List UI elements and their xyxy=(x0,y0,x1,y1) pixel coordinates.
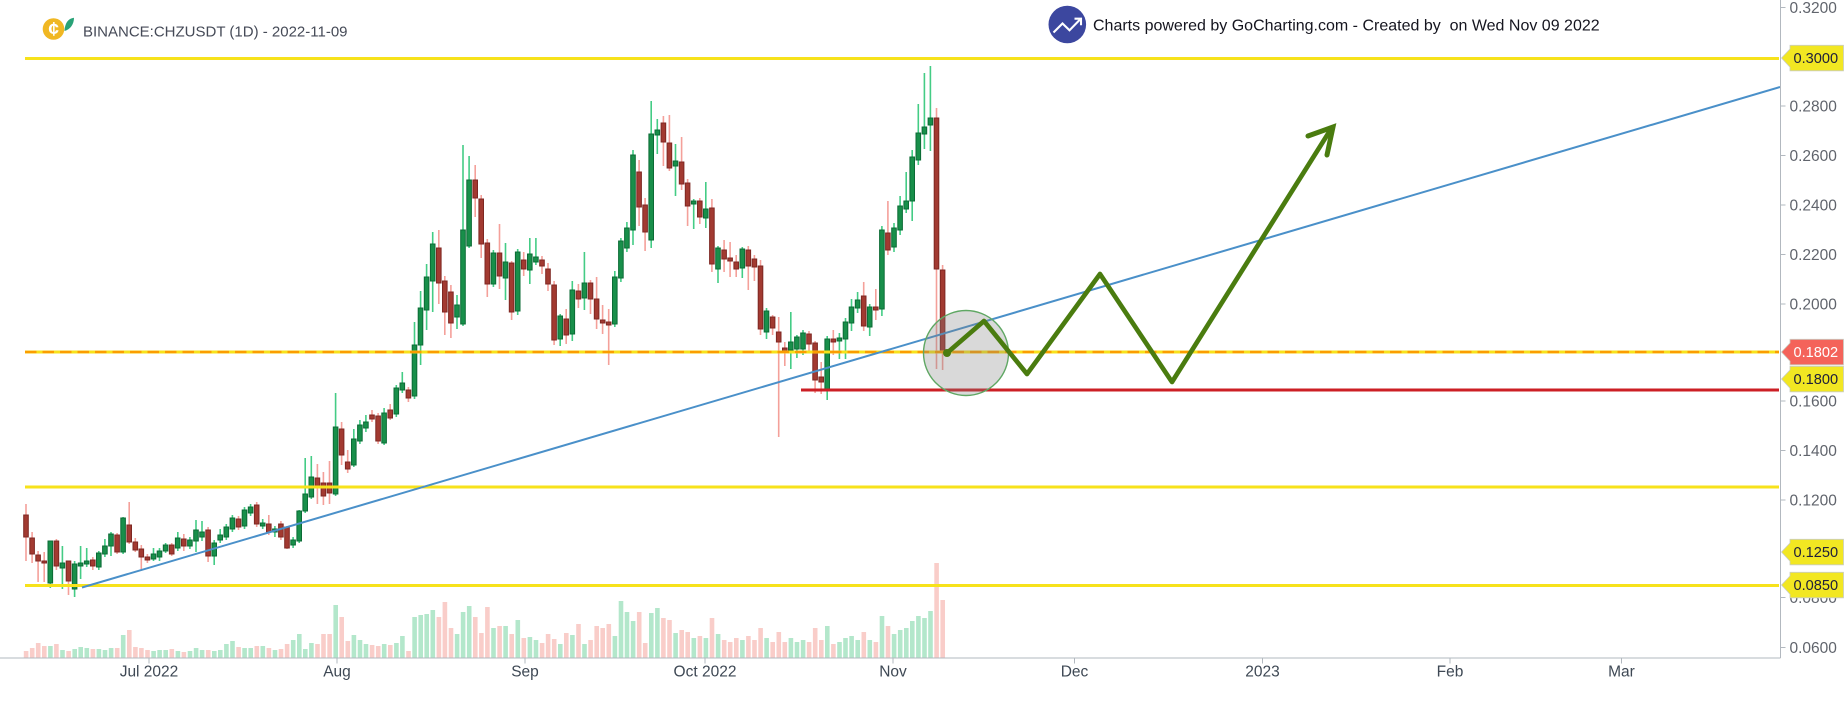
svg-text:0.1802: 0.1802 xyxy=(1794,345,1839,361)
svg-text:0.3000: 0.3000 xyxy=(1794,51,1839,67)
svg-text:BINANCE:CHZUSDT (1D) - 2022-11: BINANCE:CHZUSDT (1D) - 2022-11-09 xyxy=(83,24,348,41)
svg-text:0.2800: 0.2800 xyxy=(1790,99,1838,116)
svg-text:0.2200: 0.2200 xyxy=(1790,247,1838,264)
svg-text:0.2400: 0.2400 xyxy=(1790,198,1838,215)
svg-text:Charts powered by GoCharting.c: Charts powered by GoCharting.com - Creat… xyxy=(1093,18,1600,35)
svg-text:Oct 2022: Oct 2022 xyxy=(674,664,737,681)
svg-text:0.1600: 0.1600 xyxy=(1790,394,1838,411)
svg-text:0.1800: 0.1800 xyxy=(1794,372,1839,388)
svg-text:Dec: Dec xyxy=(1061,664,1089,681)
svg-text:0.1400: 0.1400 xyxy=(1790,443,1838,460)
svg-text:Jul 2022: Jul 2022 xyxy=(120,664,179,681)
svg-text:0.2000: 0.2000 xyxy=(1790,297,1838,314)
svg-text:Feb: Feb xyxy=(1437,664,1464,681)
svg-text:0.2600: 0.2600 xyxy=(1790,148,1838,165)
svg-text:Mar: Mar xyxy=(1608,664,1635,681)
svg-text:0.0850: 0.0850 xyxy=(1794,578,1839,594)
svg-text:0.1250: 0.1250 xyxy=(1794,545,1839,561)
svg-text:0.3200: 0.3200 xyxy=(1790,0,1838,17)
svg-text:¢: ¢ xyxy=(48,20,59,41)
svg-text:0.1200: 0.1200 xyxy=(1790,493,1838,510)
svg-text:Nov: Nov xyxy=(879,664,907,681)
svg-text:2023: 2023 xyxy=(1245,664,1279,681)
svg-text:0.0600: 0.0600 xyxy=(1790,640,1838,657)
svg-text:Aug: Aug xyxy=(323,664,351,681)
svg-text:Sep: Sep xyxy=(511,664,539,681)
